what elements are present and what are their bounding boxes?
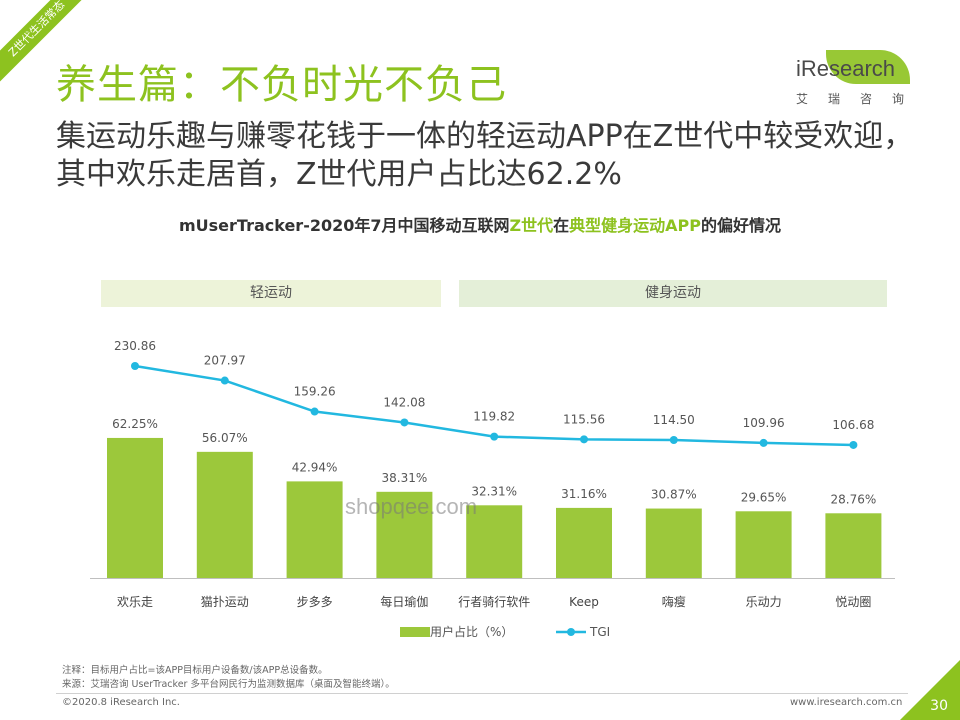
tgi-value-label: 207.97: [204, 354, 246, 368]
footer-copyright: ©2020.8 iResearch Inc.: [62, 697, 180, 708]
legend-line-label: TGI: [589, 625, 610, 639]
tgi-value-label: 109.96: [743, 416, 785, 430]
x-tick-label: 行者骑行软件: [458, 595, 530, 609]
bar-value-label: 29.65%: [741, 490, 787, 504]
tgi-point: [220, 376, 229, 385]
chart-title-post: 的偏好情况: [700, 216, 781, 235]
x-tick-label: 每日瑜伽: [380, 594, 428, 609]
x-tick-label: 悦动圈: [835, 595, 871, 609]
note-line: 注释：目标用户占比=该APP目标用户设备数/该APP总设备数。: [62, 665, 328, 676]
tgi-value-label: 230.86: [114, 339, 156, 353]
tgi-point: [310, 407, 319, 416]
tgi-value-label: 115.56: [563, 412, 605, 426]
bar: [107, 437, 163, 578]
bar: [645, 508, 702, 578]
tgi-point: [490, 432, 499, 441]
tgi-point: [131, 362, 139, 370]
tgi-point: [849, 440, 858, 449]
bar-value-label: 32.31%: [471, 484, 517, 498]
page-title: 养生篇：不负时光不负己: [56, 62, 507, 108]
bar: [735, 511, 792, 578]
chart-title-pre: mUserTracker-2020年7月中国移动互联网: [178, 216, 510, 235]
legend-line-marker: [567, 628, 575, 636]
watermark: shopqee.com: [345, 494, 478, 519]
tgi-point: [759, 438, 768, 447]
bar: [196, 451, 253, 578]
bar: [466, 505, 523, 578]
group-label-light-sports: 轻运动: [101, 280, 441, 307]
legend-bar-swatch: [400, 627, 430, 637]
footnotes: 注释：目标用户占比=该APP目标用户设备数/该APP总设备数。 来源：艾瑞咨询 …: [62, 664, 395, 692]
tgi-point: [669, 436, 678, 445]
footer-divider: [56, 693, 908, 694]
chart-title-mid: 在: [553, 216, 570, 235]
bar: [376, 491, 433, 578]
footer-website: www.iresearch.com.cn: [790, 697, 903, 708]
bar: [556, 507, 612, 578]
x-tick-label: 欢乐走: [117, 594, 153, 609]
bar-value-label: 31.16%: [561, 487, 607, 501]
bar-value-label: 56.07%: [202, 431, 248, 445]
x-tick-label: Keep: [569, 595, 599, 609]
tgi-value-label: 159.26: [294, 385, 336, 399]
page-number: 30: [930, 698, 948, 714]
bar-value-label: 38.31%: [382, 471, 428, 485]
legend-bar-label: 用户占比（%）: [430, 624, 513, 639]
bar-value-label: 28.76%: [831, 492, 877, 506]
chart-title: mUserTracker-2020年7月中国移动互联网Z世代在典型健身运动APP…: [0, 212, 960, 236]
group-label-fitness: 健身运动: [459, 280, 887, 307]
tgi-point: [400, 418, 409, 427]
bar: [825, 513, 882, 578]
iresearch-logo: iResearch 艾瑞咨询: [792, 50, 925, 112]
tgi-value-label: 142.08: [383, 395, 425, 409]
source-line: 来源：艾瑞咨询 UserTracker 多平台网民行为监测数据库（桌面及智能终端…: [62, 679, 395, 690]
tgi-value-label: 106.68: [832, 418, 874, 432]
bar-value-label: 62.25%: [112, 417, 158, 431]
x-tick-label: 猫扑运动: [201, 595, 249, 609]
chart-title-highlight-2: 典型健身运动APP: [569, 216, 701, 235]
page-corner-triangle: [900, 660, 960, 720]
logo-subtitle: 艾瑞咨询: [796, 92, 925, 106]
chart-title-highlight-1: Z世代: [509, 216, 554, 235]
tgi-point: [580, 435, 588, 444]
page-subtitle: 集运动乐趣与赚零花钱于一体的轻运动APP在Z世代中较受欢迎，其中欢乐走居首，Z世…: [56, 119, 914, 192]
bar-value-label: 42.94%: [292, 460, 338, 474]
x-tick-label: 嗨瘦: [662, 594, 686, 609]
bar: [286, 481, 343, 578]
bar-value-label: 30.87%: [651, 488, 697, 502]
logo-wordmark: iResearch: [796, 56, 896, 81]
tgi-value-label: 114.50: [653, 413, 695, 427]
tgi-value-label: 119.82: [473, 410, 515, 424]
x-tick-label: 乐动力: [746, 595, 782, 609]
x-tick-label: 步多多: [297, 595, 333, 609]
